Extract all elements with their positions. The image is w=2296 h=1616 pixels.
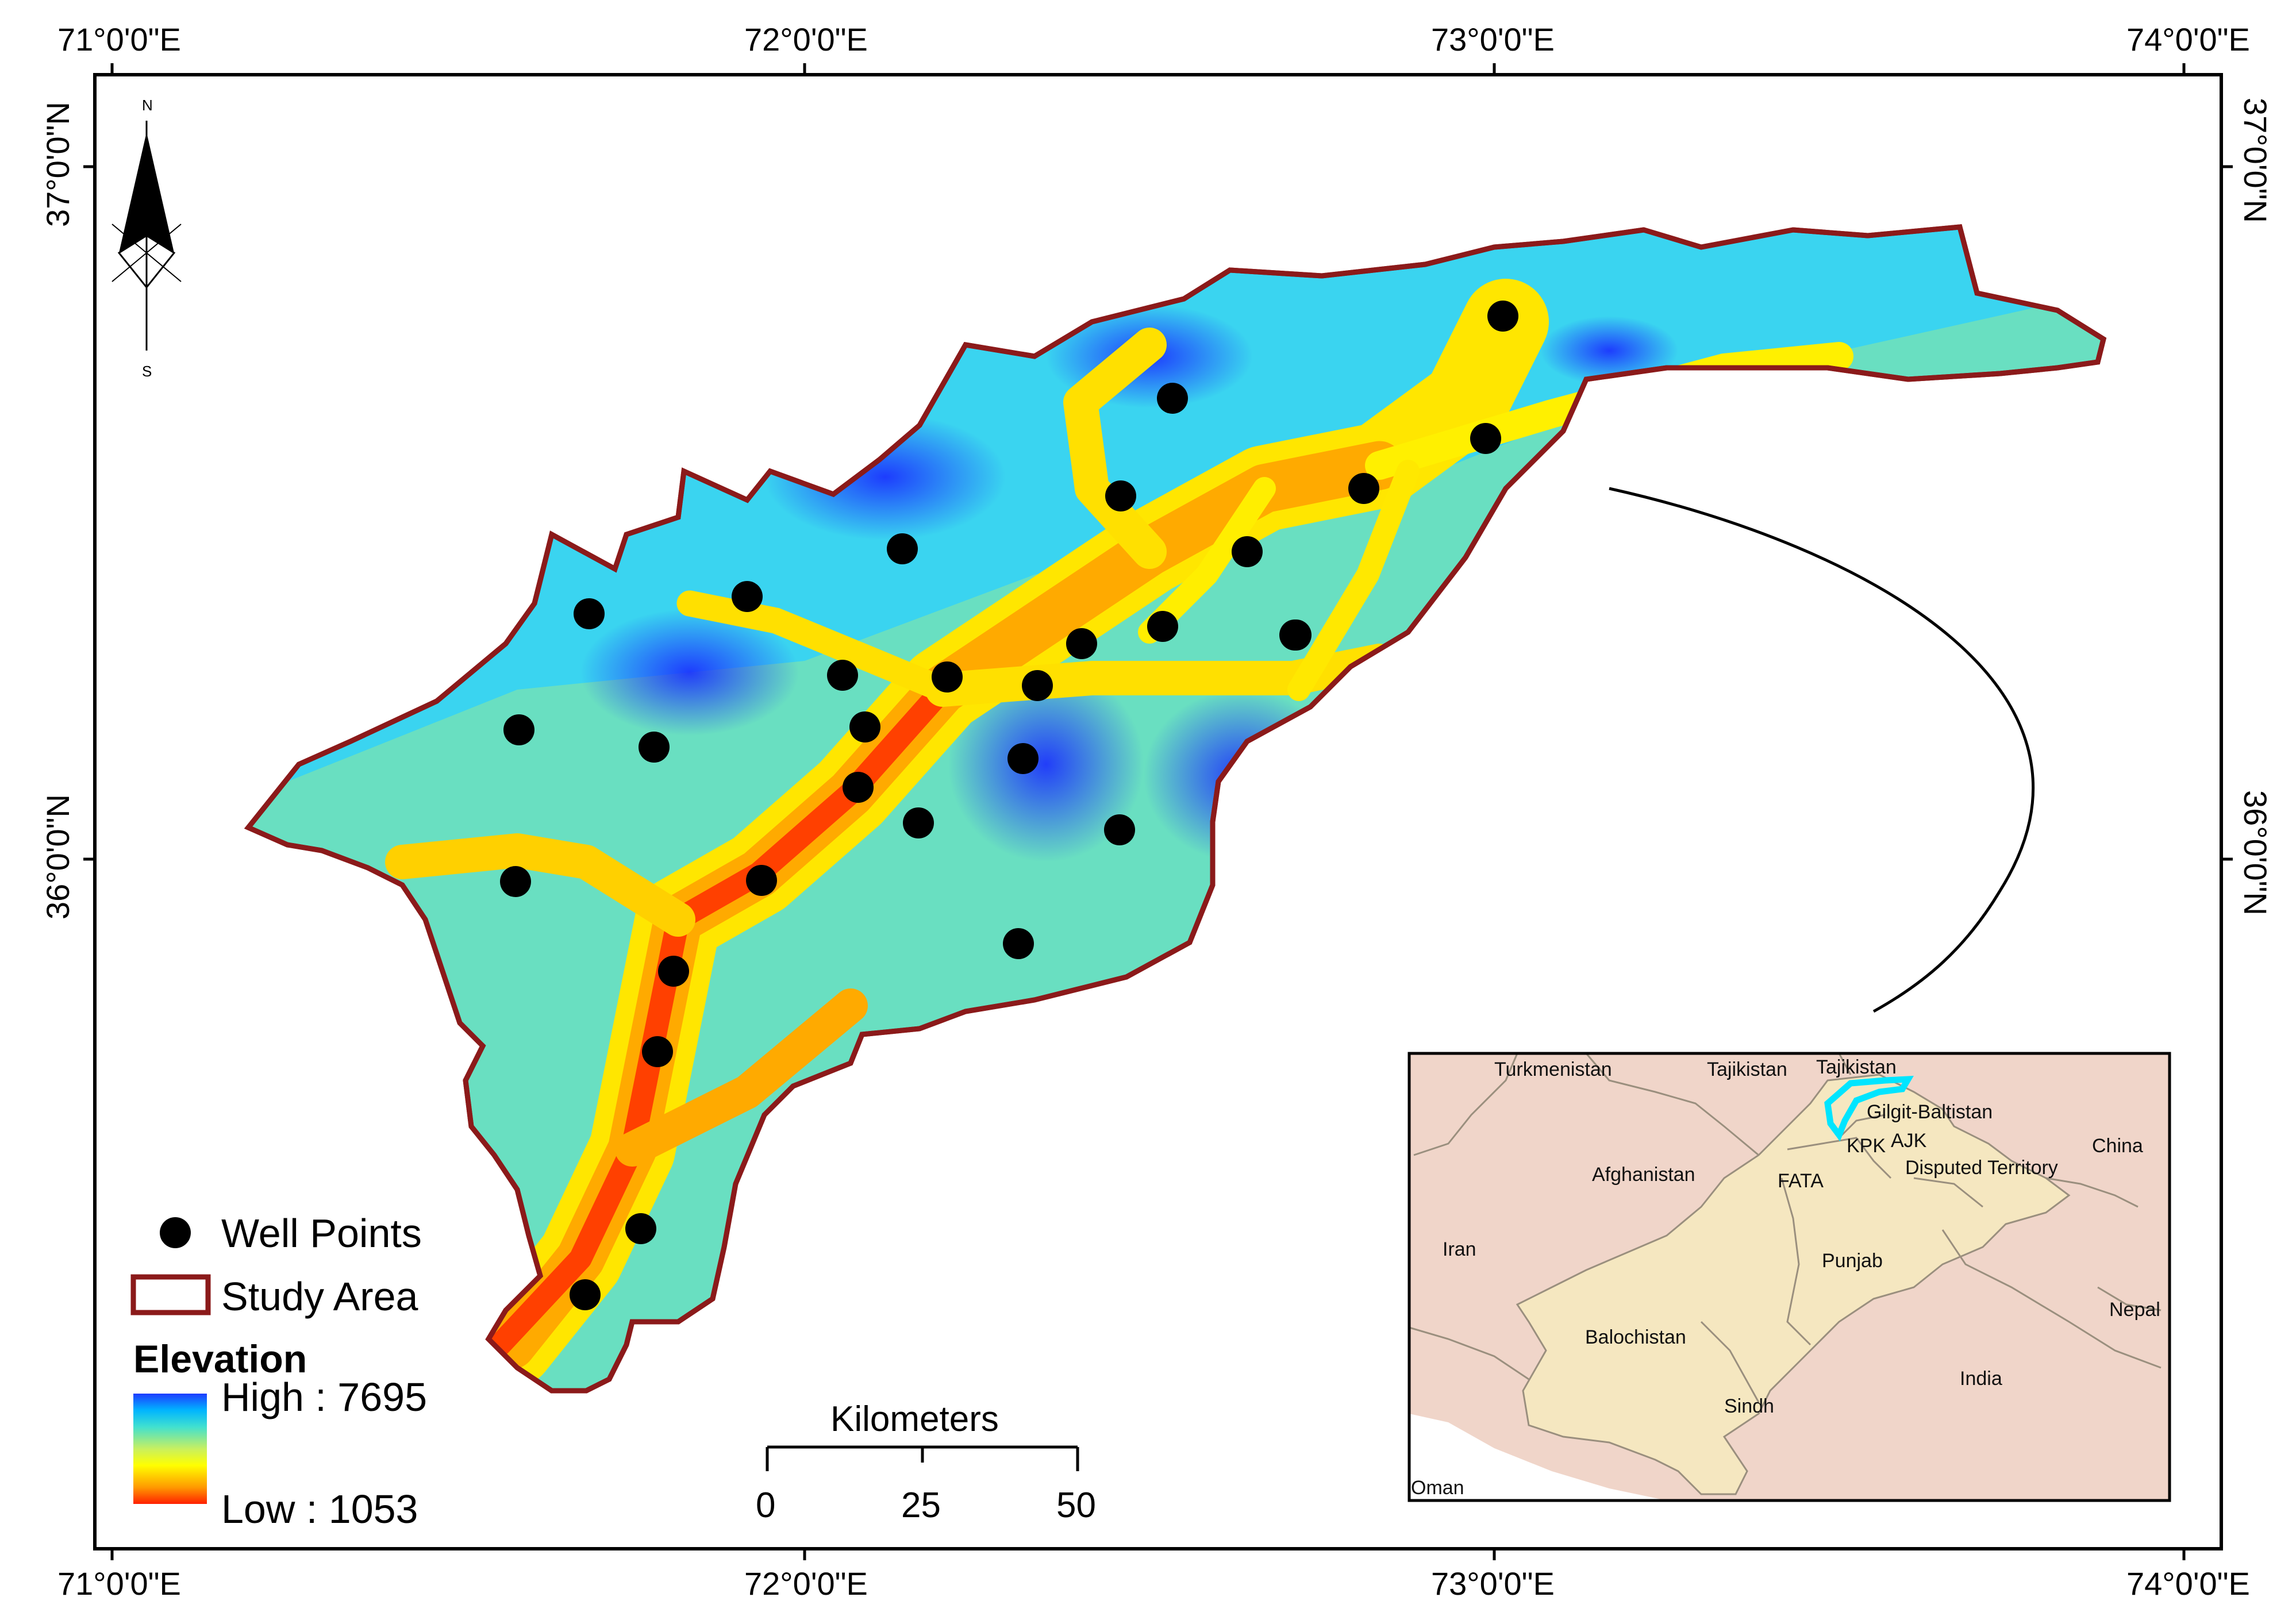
inset-label-punjab: Punjab <box>1822 1250 1883 1272</box>
legend-low-label: Low : 1053 <box>221 1487 418 1532</box>
north-arrow-icon: N S <box>111 97 182 380</box>
legend: Well Points Study Area Elevation High : … <box>130 1211 427 1532</box>
lon-label-bottom-73: 73°0'0"E <box>1431 1565 1555 1602</box>
well-point <box>642 1036 673 1067</box>
inset-label-nepal: Nepal <box>2109 1299 2160 1321</box>
well-point <box>843 772 874 803</box>
scale-bar-label-25: 25 <box>901 1486 941 1525</box>
well-point <box>625 1213 656 1244</box>
inset-label-turkmenistan: Turkmenistan <box>1494 1059 1612 1080</box>
well-point <box>500 866 531 897</box>
well-point <box>1279 620 1310 651</box>
well-point <box>503 714 534 745</box>
north-label: N <box>142 97 153 114</box>
inset-label-tajikistan-1: Tajikistan <box>1707 1059 1787 1080</box>
lon-label-bottom-74: 74°0'0"E <box>2126 1565 2250 1602</box>
well-point <box>658 956 689 987</box>
lat-label-left-37: 37°0'0"N <box>40 102 76 227</box>
inset-leader-line <box>1609 487 2035 1013</box>
well-point <box>1147 611 1178 642</box>
inset-label-ajk: AJK <box>1891 1130 1927 1152</box>
scale-bar-label-0: 0 <box>756 1486 775 1525</box>
well-point <box>1022 670 1053 701</box>
lon-label-top-72: 72°0'0"E <box>744 21 868 57</box>
scale-bar-title: Kilometers <box>830 1399 999 1439</box>
scale-bar: Kilometers 0 25 50 <box>756 1399 1096 1525</box>
inset-label-disputed-territory: Disputed Territory <box>1905 1157 2058 1179</box>
lon-label-top-71: 71°0'0"E <box>57 21 181 57</box>
south-label: S <box>142 363 152 380</box>
inset-label-oman: Oman <box>1411 1477 1464 1499</box>
well-point <box>849 711 880 742</box>
inset-label-india: India <box>1960 1368 2002 1390</box>
well-point <box>1105 480 1136 511</box>
well-point <box>574 598 605 629</box>
well-point <box>1348 473 1379 504</box>
lon-label-top-73: 73°0'0"E <box>1431 21 1555 57</box>
inset-label-china: China <box>2092 1135 2143 1157</box>
lon-label-top-74: 74°0'0"E <box>2126 21 2250 57</box>
inset-label-balochistan: Balochistan <box>1585 1326 1686 1348</box>
well-point <box>932 661 963 692</box>
graticule-ticks <box>83 63 2233 1560</box>
graticule-labels: 71°0'0"E 72°0'0"E 73°0'0"E 74°0'0"E 71°0… <box>40 21 2274 1602</box>
well-point <box>639 732 670 763</box>
lat-label-right-36: 36°0'0"N <box>2237 790 2274 915</box>
inset-study-area-highlight <box>1824 1075 1914 1142</box>
inset-label-kpk: KPK <box>1847 1135 1886 1157</box>
inset-frame <box>1407 1052 2171 1502</box>
lat-label-left-36: 36°0'0"N <box>40 794 76 919</box>
inset-map: Turkmenistan Tajikistan Tajikistan Gilgi… <box>1407 1052 2171 1502</box>
legend-well-points-label: Well Points <box>221 1211 422 1256</box>
legend-study-area-label: Study Area <box>221 1274 418 1319</box>
lat-label-right-37: 37°0'0"N <box>2237 98 2274 223</box>
legend-high-label: High : 7695 <box>221 1375 427 1419</box>
well-point <box>1157 383 1188 414</box>
inset-label-afghanistan: Afghanistan <box>1592 1164 1695 1186</box>
inset-label-sindh: Sindh <box>1724 1395 1774 1417</box>
legend-study-area-symbol <box>130 1274 211 1315</box>
well-point <box>1104 814 1135 845</box>
lon-label-bottom-71: 71°0'0"E <box>57 1565 181 1602</box>
study-area-boundary <box>244 224 2107 1394</box>
well-point <box>732 581 763 612</box>
inset-label-tajikistan-2: Tajikistan <box>1816 1056 1897 1078</box>
well-point <box>1232 536 1263 567</box>
scale-bar-label-50: 50 <box>1056 1486 1096 1525</box>
well-point <box>570 1279 601 1310</box>
well-point <box>887 533 918 564</box>
inset-label-gilgit-baltistan: Gilgit-Baltistan <box>1867 1101 1993 1123</box>
legend-well-symbol <box>160 1217 191 1248</box>
well-point <box>1007 743 1039 774</box>
inset-label-fata: FATA <box>1778 1170 1824 1192</box>
legend-elevation-title: Elevation <box>133 1337 307 1381</box>
well-point <box>1066 628 1097 659</box>
well-point <box>827 660 858 691</box>
well-points <box>500 301 1518 1310</box>
well-point <box>746 865 777 896</box>
inset-label-iran: Iran <box>1443 1238 1476 1260</box>
well-point <box>1003 928 1034 959</box>
well-point <box>903 807 934 838</box>
well-point <box>1470 423 1501 454</box>
legend-elevation-ramp <box>133 1394 207 1504</box>
lon-label-bottom-72: 72°0'0"E <box>744 1565 868 1602</box>
well-point <box>1487 301 1518 332</box>
